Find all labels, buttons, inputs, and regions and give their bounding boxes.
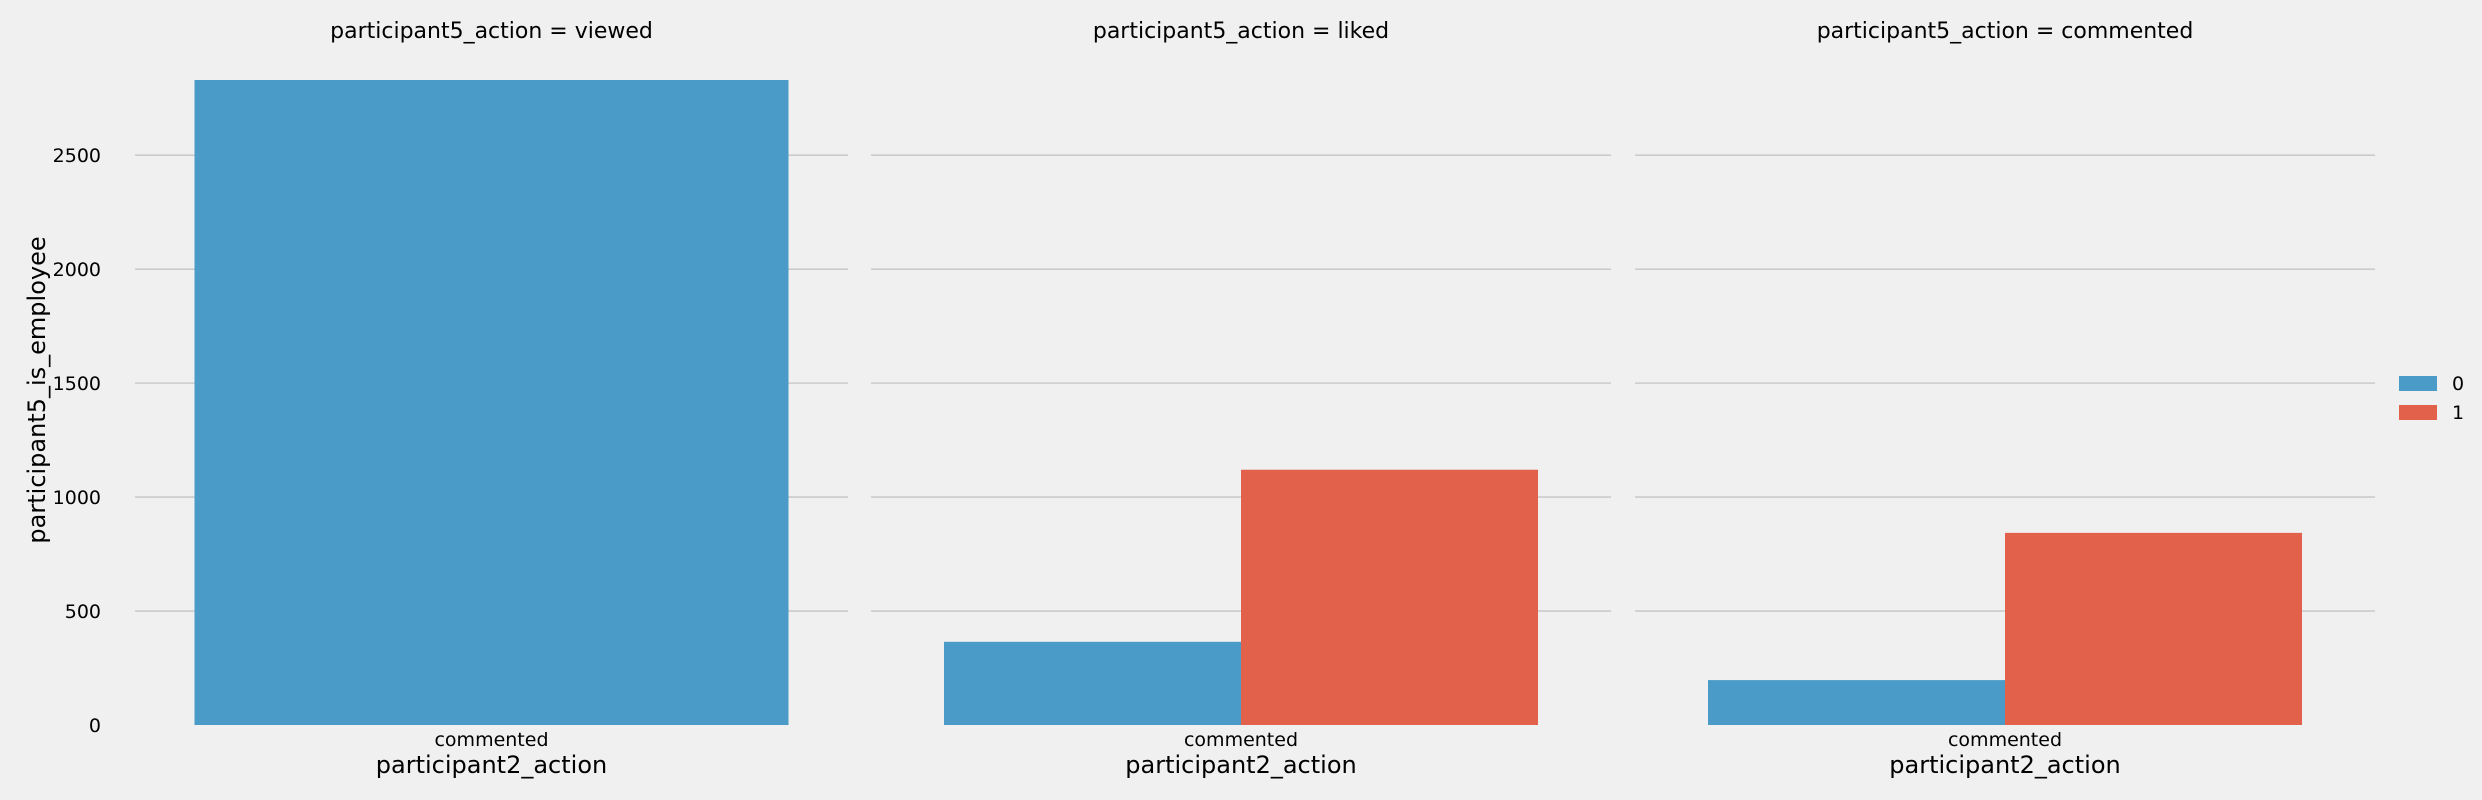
bar-1-series-0 xyxy=(194,80,789,725)
bar-2-series-1 xyxy=(1241,469,1538,725)
text-layer: participant5_action = viewedcommentedpar… xyxy=(23,19,2193,779)
y-tick-label-1000: 1000 xyxy=(53,487,101,509)
legend-swatch-0 xyxy=(2399,376,2437,391)
x-tick-label-2: commented xyxy=(1184,729,1298,751)
x-tick-label-1: commented xyxy=(434,729,548,751)
x-tick-label-3: commented xyxy=(1948,729,2062,751)
legend-swatch-1 xyxy=(2399,405,2437,420)
facet-title-1: participant5_action = viewed xyxy=(330,19,653,44)
y-tick-label-0: 0 xyxy=(89,715,101,737)
x-axis-label-1: participant2_action xyxy=(376,751,607,779)
facet-title-2: participant5_action = liked xyxy=(1093,19,1389,44)
y-tick-label-1500: 1500 xyxy=(53,373,101,395)
facet-title-3: participant5_action = commented xyxy=(1817,19,2194,44)
x-axis-label-3: participant2_action xyxy=(1889,751,2120,779)
y-tick-label-500: 500 xyxy=(65,601,101,623)
y-tick-label-2000: 2000 xyxy=(53,259,101,281)
y-axis-label: participant5_is_employee xyxy=(23,236,51,543)
bar-3-series-1 xyxy=(2005,532,2302,725)
legend-label-1: 1 xyxy=(2452,402,2464,424)
legend-label-0: 0 xyxy=(2452,373,2464,395)
y-tick-label-2500: 2500 xyxy=(53,145,101,167)
bar-3-series-0 xyxy=(1708,680,2005,725)
legend: 01 xyxy=(2399,373,2464,424)
x-axis-label-2: participant2_action xyxy=(1125,751,1356,779)
bar-2-series-0 xyxy=(944,641,1241,725)
bar-layer xyxy=(194,80,2302,725)
